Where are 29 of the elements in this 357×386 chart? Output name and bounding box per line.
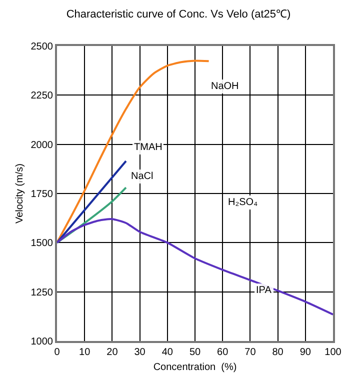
chart-title: Characteristic curve of Conc. Vs Velo (at25℃) [66, 8, 291, 20]
x-tick-label: 90 [300, 347, 312, 358]
y-axis-title: Velocity (m/s) [14, 163, 26, 224]
x-tick-label: 100 [324, 347, 342, 358]
y-tick-label: 1750 [30, 189, 54, 200]
x-axis-title: Concentration (%) [153, 362, 237, 373]
y-tick-label: 2500 [30, 42, 54, 52]
y-tick-label: 1500 [30, 238, 54, 250]
x-tick-label: 10 [79, 347, 91, 358]
series-label: NaOH [211, 81, 239, 92]
line-series [57, 186, 127, 244]
x-tick-label: 50 [189, 347, 201, 358]
annotation: H₂SO₄ [228, 197, 258, 208]
x-tick-label: 80 [272, 347, 284, 358]
y-tick-label: 2000 [30, 140, 54, 151]
series-label: NaCl [131, 171, 154, 182]
x-tick-label: 30 [134, 347, 146, 358]
x-tick-label: 20 [106, 347, 118, 358]
x-tick-label: 0 [54, 347, 60, 358]
series-label: IPA [256, 285, 272, 296]
line-series [57, 60, 210, 244]
y-tick-label: 1250 [30, 287, 54, 298]
x-tick-label: 40 [162, 347, 174, 358]
series-label: TMAH [134, 142, 162, 153]
x-tick-label: 70 [244, 347, 256, 358]
y-tick-label: 1000 [30, 336, 54, 348]
y-tick-label: 2250 [30, 90, 54, 102]
line-series [57, 218, 333, 316]
x-tick-label: 60 [217, 347, 229, 358]
